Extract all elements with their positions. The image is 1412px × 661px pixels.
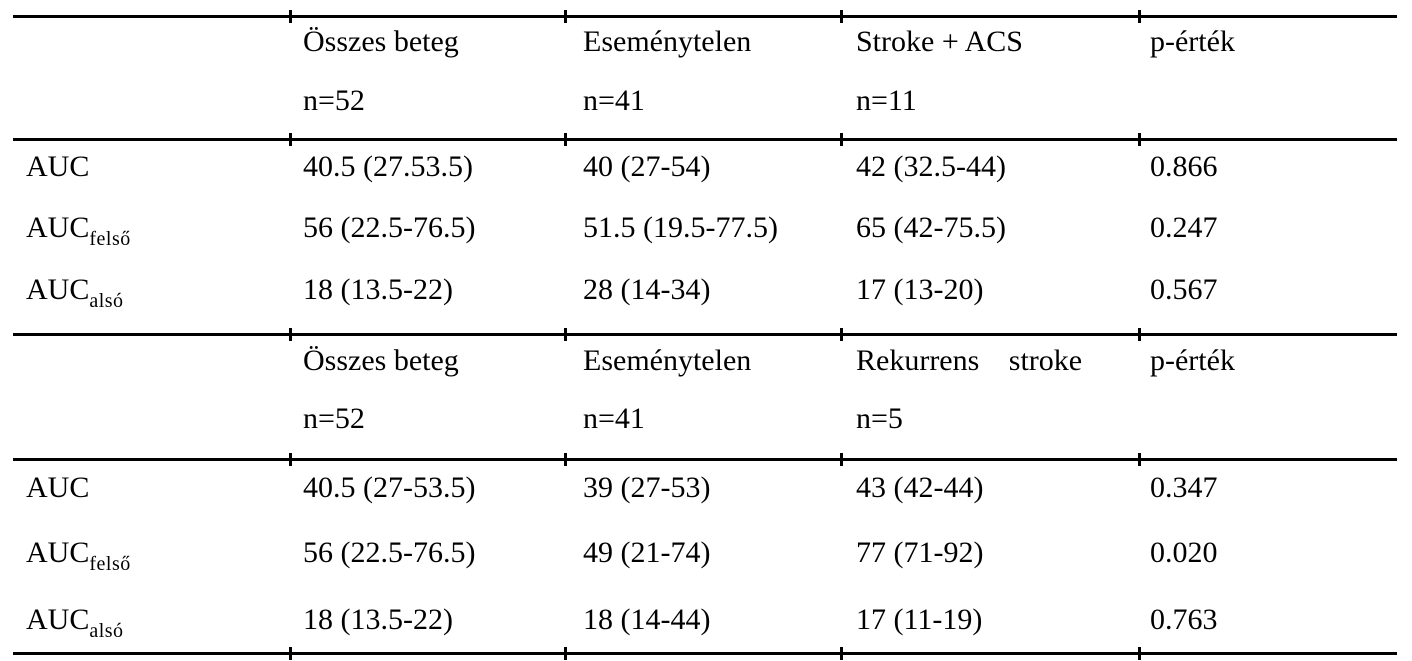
column-tick xyxy=(1138,133,1141,146)
row-label-text: AUC xyxy=(26,150,90,183)
header-col-eventless: Eseménytelen xyxy=(583,344,752,377)
row-label-text: AUC xyxy=(26,211,90,244)
table-rule-header2-bottom xyxy=(13,458,1397,461)
cell-stroke-acs: 65 (42-75.5) xyxy=(856,211,1006,244)
column-tick xyxy=(840,328,843,341)
row-label-auc-also: AUCalsó xyxy=(26,603,124,642)
cell-eventless: 39 (27-53) xyxy=(583,471,711,504)
column-tick xyxy=(289,647,292,660)
row-label-subscript: felső xyxy=(89,553,131,575)
column-tick xyxy=(840,453,843,466)
row-label-auc-also: AUCalsó xyxy=(26,273,124,312)
row-label-subscript: alsó xyxy=(89,620,124,642)
column-tick xyxy=(564,10,567,23)
header-col-eventless-n: n=41 xyxy=(583,84,645,117)
column-tick xyxy=(289,453,292,466)
cell-eventless: 51.5 (19.5-77.5) xyxy=(583,211,778,244)
column-tick xyxy=(564,328,567,341)
cell-all-patients: 56 (22.5-76.5) xyxy=(303,211,476,244)
header-col-eventless-n: n=41 xyxy=(583,402,645,435)
cell-stroke-acs: 42 (32.5-44) xyxy=(856,150,1006,183)
column-tick xyxy=(289,133,292,146)
cell-recurrent-stroke: 43 (42-44) xyxy=(856,471,984,504)
row-label-text: AUC xyxy=(26,471,90,504)
row-label-subscript: alsó xyxy=(89,290,124,312)
header-col-all-patients-n: n=52 xyxy=(303,84,365,117)
row-label-auc: AUC xyxy=(26,152,89,182)
column-tick xyxy=(289,328,292,341)
header-col-all-patients: Összes beteg xyxy=(303,344,459,377)
cell-p-value: 0.763 xyxy=(1150,603,1218,636)
cell-eventless: 40 (27-54) xyxy=(583,150,711,183)
row-label-text: AUC xyxy=(26,536,90,569)
row-label-auc: AUC xyxy=(26,473,89,503)
cell-all-patients: 18 (13.5-22) xyxy=(303,273,453,306)
cell-recurrent-stroke: 17 (11-19) xyxy=(856,603,983,636)
cell-p-value: 0.866 xyxy=(1150,150,1218,183)
row-label-auc-felso: AUCfelső xyxy=(26,211,131,250)
header-col-recurrent-stroke-n: n=5 xyxy=(856,402,903,435)
column-tick xyxy=(1138,328,1141,341)
cell-p-value: 0.567 xyxy=(1150,273,1218,306)
column-tick xyxy=(289,10,292,23)
column-tick xyxy=(564,133,567,146)
header-col-recurrent-stroke: Rekurrens stroke xyxy=(856,344,1083,377)
row-label-subscript: felső xyxy=(89,228,131,250)
cell-recurrent-stroke: 77 (71-92) xyxy=(856,536,984,569)
cell-all-patients: 40.5 (27.53.5) xyxy=(303,150,473,183)
column-tick xyxy=(564,647,567,660)
column-tick xyxy=(564,453,567,466)
column-tick xyxy=(1138,647,1141,660)
cell-eventless: 28 (14-34) xyxy=(583,273,711,306)
column-tick xyxy=(840,133,843,146)
cell-all-patients: 40.5 (27-53.5) xyxy=(303,471,476,504)
row-label-text: AUC xyxy=(26,273,90,306)
column-tick xyxy=(1138,453,1141,466)
cell-eventless: 49 (21-74) xyxy=(583,536,711,569)
header-col-eventless: Eseménytelen xyxy=(583,25,752,58)
cell-p-value: 0.347 xyxy=(1150,471,1218,504)
cell-stroke-acs: 17 (13-20) xyxy=(856,273,984,306)
cell-eventless: 18 (14-44) xyxy=(583,603,711,636)
cell-all-patients: 56 (22.5-76.5) xyxy=(303,536,476,569)
header-col-all-patients-n: n=52 xyxy=(303,402,365,435)
header-col-stroke-acs-n: n=11 xyxy=(856,84,917,117)
table-rule-section-divider xyxy=(13,333,1397,336)
column-tick xyxy=(840,10,843,23)
cell-p-value: 0.247 xyxy=(1150,211,1218,244)
header-col-all-patients: Összes beteg xyxy=(303,25,459,58)
column-tick xyxy=(1138,10,1141,23)
table-rule-bottom xyxy=(13,652,1397,655)
header-col-p-value: p-érték xyxy=(1150,344,1235,377)
header-col-p-value: p-érték xyxy=(1150,25,1235,58)
cell-all-patients: 18 (13.5-22) xyxy=(303,603,453,636)
row-label-auc-felso: AUCfelső xyxy=(26,536,131,575)
column-tick xyxy=(840,647,843,660)
header-col-stroke-acs: Stroke + ACS xyxy=(856,25,1023,58)
row-label-text: AUC xyxy=(26,603,90,636)
cell-p-value: 0.020 xyxy=(1150,536,1218,569)
table-rule-header1-bottom xyxy=(13,138,1397,141)
table-rule-top xyxy=(13,15,1397,18)
